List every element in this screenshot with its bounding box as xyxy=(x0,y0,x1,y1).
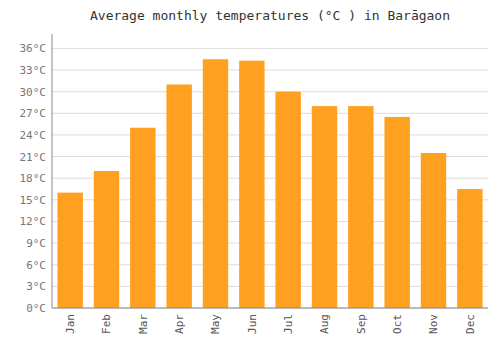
x-tick-label: May xyxy=(209,314,222,334)
grid-line xyxy=(52,308,488,309)
x-tick-label: Sep xyxy=(355,314,368,334)
grid-line xyxy=(52,91,488,92)
x-tick-label: Oct xyxy=(391,314,404,334)
x-tick-label: Jul xyxy=(282,314,295,334)
title: Average monthly temperatures (°C ) in Ba… xyxy=(90,8,450,23)
chart: Average monthly temperatures (°C ) in Ba… xyxy=(0,0,500,350)
y-tick-label: 3°C xyxy=(26,280,46,293)
bar xyxy=(348,106,373,308)
bars xyxy=(57,59,482,308)
bar xyxy=(130,128,155,308)
x-tick-label: Feb xyxy=(100,314,113,334)
bar xyxy=(312,106,337,308)
grid-line xyxy=(52,70,488,71)
y-tick-label: 12°C xyxy=(20,215,47,228)
bar xyxy=(421,153,446,308)
bar xyxy=(239,61,264,308)
x-tick-label: Aug xyxy=(318,314,331,334)
grid xyxy=(52,48,488,308)
x-tick-label: Jan xyxy=(64,314,77,334)
x-tick-label: Mar xyxy=(137,314,150,334)
y-tick-label: 6°C xyxy=(26,259,46,272)
y-tick-label: 0°C xyxy=(26,302,46,315)
grid-line xyxy=(52,134,488,135)
y-axis-line xyxy=(52,34,53,308)
y-tick-label: 21°C xyxy=(20,151,47,164)
bar xyxy=(94,171,119,308)
x-tick-label: Apr xyxy=(173,314,186,334)
x-tick-label: Jun xyxy=(246,314,259,334)
x-tick-label: Nov xyxy=(427,314,440,334)
y-tick-label: 24°C xyxy=(20,129,47,142)
x-axis-line xyxy=(52,308,488,309)
bar xyxy=(275,92,300,308)
y-tick-label: 27°C xyxy=(20,107,47,120)
bar xyxy=(457,189,482,308)
y-tick-label: 36°C xyxy=(20,42,47,55)
bar xyxy=(384,117,409,308)
x-tick-label: Dec xyxy=(464,314,477,334)
y-tick-label: 33°C xyxy=(20,64,47,77)
y-tick-label: 9°C xyxy=(26,237,46,250)
bar xyxy=(166,84,191,308)
bar xyxy=(203,59,228,308)
grid-line xyxy=(52,48,488,49)
y-tick-label: 30°C xyxy=(20,86,47,99)
y-tick-label: 15°C xyxy=(20,194,47,207)
bar xyxy=(57,193,82,308)
y-tick-label: 18°C xyxy=(20,172,47,185)
grid-line xyxy=(52,113,488,114)
